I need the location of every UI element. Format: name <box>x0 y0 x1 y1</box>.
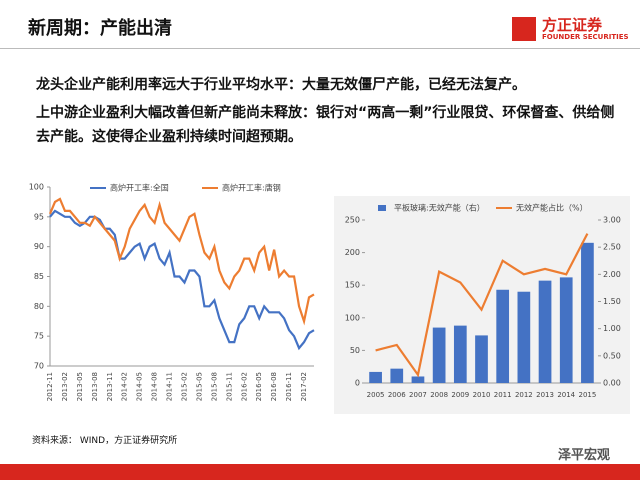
tick-label: 70 <box>34 362 44 371</box>
tick-label: 3.00 <box>603 216 621 225</box>
x-tick-label: 2015-08 <box>210 372 218 401</box>
source: 资料来源： WIND，方正证券研究所 <box>32 436 178 446</box>
x-tick-label: 2012 <box>515 391 533 399</box>
logo-text: 方正证券 <box>542 16 603 34</box>
x-tick-label: 2011 <box>494 391 512 399</box>
bullet: 龙头企业产能利用率远大于行业平均水平：大量无效僵尸产能，已经无法复产。 <box>36 77 526 93</box>
legend-label: 平板玻璃:无效产能（右） <box>394 203 485 213</box>
x-tick-label: 2008 <box>430 391 448 399</box>
bar <box>369 371 382 383</box>
divider <box>0 48 640 49</box>
tick-label: 1.00 <box>603 324 621 333</box>
tick-label: 95 <box>34 212 44 221</box>
tick-label: 2.50 <box>603 243 621 252</box>
legend-label: 高炉开工率:唐钢 <box>222 183 281 193</box>
bar <box>453 325 467 383</box>
tick-label: 90 <box>34 242 44 251</box>
bar <box>538 280 552 383</box>
x-tick-label: 2005 <box>367 391 385 399</box>
x-tick-label: 2016-11 <box>285 372 293 401</box>
legend-label: 无效产能占比（%） <box>516 203 588 213</box>
x-tick-label: 2010 <box>473 391 491 399</box>
tick-label: 150 <box>345 281 360 290</box>
bar <box>559 277 573 383</box>
tick-label: 1.50 <box>603 297 621 306</box>
line <box>48 197 315 326</box>
bar <box>517 291 531 383</box>
bar <box>475 335 488 383</box>
tick-label: 50 <box>350 346 360 355</box>
tick-label: 0.50 <box>603 351 621 360</box>
x-tick-label: 2013-05 <box>76 372 84 401</box>
bar <box>581 242 594 383</box>
x-tick-label: 2015-05 <box>195 372 203 401</box>
x-tick-label: 2013-08 <box>91 372 99 401</box>
tick-label: 80 <box>34 302 44 311</box>
x-tick-label: 2013 <box>536 391 554 399</box>
logo-icon <box>512 17 536 41</box>
line <box>375 233 589 378</box>
legend-swatch <box>378 205 386 211</box>
x-tick-label: 2016-08 <box>270 372 278 401</box>
bar <box>432 327 446 383</box>
x-tick-label: 2017-02 <box>300 372 308 401</box>
tick-label: 0 <box>355 379 360 388</box>
x-tick-label: 2015-02 <box>180 372 188 401</box>
x-tick-label: 2013-11 <box>106 372 114 401</box>
bar <box>411 376 425 383</box>
x-tick-label: 2014-05 <box>136 372 144 401</box>
bullet: 上中游企业盈利大幅改善但新产能尚未释放：银行对“两高一剩”行业限贷、环保督查、供… <box>36 105 615 145</box>
bar <box>390 368 404 383</box>
logo-subtext: FOUNDER SECURITIES <box>542 33 629 41</box>
x-tick-label: 2014-08 <box>151 372 159 401</box>
watermark: 泽平宏观 <box>558 448 611 463</box>
x-tick-label: 2016-05 <box>255 372 263 401</box>
x-tick-label: 2016-02 <box>240 372 248 401</box>
footer-bar <box>0 464 640 480</box>
x-tick-label: 2013-02 <box>61 372 69 401</box>
x-tick-label: 2007 <box>409 391 427 399</box>
x-tick-label: 2012-11 <box>46 372 54 401</box>
tick-label: 100 <box>29 183 44 192</box>
tick-label: 200 <box>345 248 360 257</box>
legend-label: 高炉开工率:全国 <box>110 183 169 193</box>
x-tick-label: 2006 <box>388 391 406 399</box>
slide-title: 新周期：产能出清 <box>28 18 172 39</box>
line <box>49 209 315 351</box>
x-tick-label: 2009 <box>451 391 469 399</box>
x-tick-label: 2014 <box>557 391 575 399</box>
bar <box>496 289 510 383</box>
tick-label: 75 <box>34 332 44 341</box>
tick-label: 100 <box>345 313 360 322</box>
tick-label: 2.00 <box>603 270 621 279</box>
x-tick-label: 2014-11 <box>166 372 174 401</box>
x-tick-label: 2015 <box>578 391 596 399</box>
x-tick-label: 2014-02 <box>121 372 129 401</box>
tick-label: 0.00 <box>603 379 621 388</box>
tick-label: 250 <box>345 216 360 225</box>
tick-label: 85 <box>34 272 44 281</box>
x-tick-label: 2015-11 <box>225 372 233 401</box>
